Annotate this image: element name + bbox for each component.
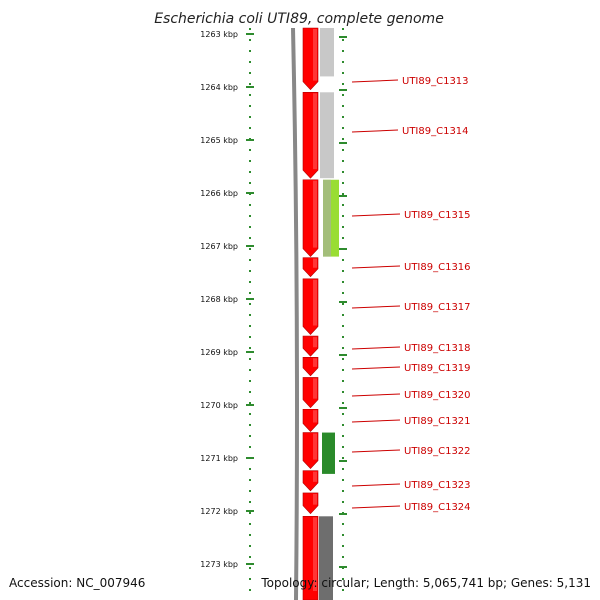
gene-label[interactable]: UTI89_C1322 <box>404 446 471 457</box>
gene-leader-line <box>351 393 401 397</box>
gene-leader-line <box>351 419 401 423</box>
gene-leader-line <box>351 213 401 217</box>
gene-leader-line <box>351 449 401 453</box>
gene-arrow-highlight <box>313 258 317 268</box>
gene-leader-line <box>351 505 401 509</box>
gene-arrow[interactable] <box>302 492 319 515</box>
gene-label[interactable]: UTI89_C1324 <box>404 502 471 513</box>
gene-leader-line <box>351 366 401 370</box>
feature-block-gray_light <box>320 28 334 77</box>
gene-label[interactable]: UTI89_C1319 <box>404 363 471 374</box>
gene-arrow-highlight <box>313 93 317 170</box>
gene-arrow-highlight <box>313 180 317 248</box>
gene-track <box>302 27 319 600</box>
axis-tick-label: 1267 kbp <box>200 242 238 251</box>
gene-label[interactable]: UTI89_C1317 <box>404 302 471 313</box>
gene-arrow[interactable] <box>302 335 319 357</box>
axis-tick-label: 1272 kbp <box>200 507 238 516</box>
gene-label[interactable]: UTI89_C1315 <box>404 210 471 221</box>
feature-block-green <box>322 432 335 474</box>
feature-block-gray_dark <box>319 516 333 600</box>
gene-arrow-highlight <box>313 279 317 326</box>
gene-arrow-highlight <box>313 517 317 591</box>
gene-arrow[interactable] <box>302 27 319 91</box>
accession-text: Accession: NC_007946 <box>9 576 145 590</box>
gene-arrow[interactable] <box>302 432 319 470</box>
gene-arrow-highlight <box>313 433 317 460</box>
gene-arrow-highlight <box>313 337 317 348</box>
gene-leader-line <box>351 79 399 83</box>
gene-arrow[interactable] <box>302 470 319 492</box>
gene-arrow[interactable] <box>302 257 319 278</box>
gene-arrow-highlight <box>313 378 317 399</box>
gene-leader-line <box>351 305 401 309</box>
topology-text: Topology: circular; Length: 5,065,741 bp… <box>260 576 591 590</box>
genome-backbone <box>291 27 299 600</box>
axis-tick-label: 1269 kbp <box>200 348 238 357</box>
gene-arrow[interactable] <box>302 278 319 335</box>
feature-block-gray_light <box>320 92 334 179</box>
gene-arrow[interactable] <box>302 179 319 258</box>
axis-tick-label: 1273 kbp <box>200 560 238 569</box>
gene-leader-line <box>351 346 401 350</box>
gene-arrow[interactable] <box>302 408 319 432</box>
gene-arrow[interactable] <box>302 357 319 377</box>
gene-label[interactable]: UTI89_C1313 <box>402 76 469 87</box>
gene-leader-line <box>351 483 401 487</box>
gene-leader-line <box>351 129 399 133</box>
feature-block-shade <box>323 179 331 257</box>
axis-tick-label: 1263 kbp <box>200 30 238 39</box>
axis-tick-label: 1270 kbp <box>200 401 238 410</box>
gene-arrow-highlight <box>313 471 317 482</box>
gene-arrow-highlight <box>313 410 317 423</box>
feature-track <box>319 28 339 600</box>
gene-arrow-highlight <box>313 493 317 505</box>
gene-arrow[interactable] <box>302 516 319 600</box>
gene-label[interactable]: UTI89_C1323 <box>404 480 471 491</box>
gene-arrow-highlight <box>313 29 317 81</box>
axis-tick-label: 1266 kbp <box>200 189 238 198</box>
axis-tick-label: 1268 kbp <box>200 295 238 304</box>
kbp-axis: 1263 kbp 1264 kbp 1265 kbp 1266 kbp 1267 kbp… <box>200 28 347 600</box>
gene-label[interactable]: UTI89_C1320 <box>404 390 471 401</box>
gene-labels: UTI89_C1313 UTI89_C1314 UTI89_C1315 UTI89_C… <box>351 76 471 513</box>
gene-label[interactable]: UTI89_C1321 <box>404 416 471 427</box>
gene-arrow[interactable] <box>302 377 319 409</box>
gene-arrow-highlight <box>313 358 317 367</box>
backbone-line <box>291 27 299 600</box>
axis-tick-label: 1265 kbp <box>200 136 238 145</box>
gene-label[interactable]: UTI89_C1318 <box>404 343 471 354</box>
gene-leader-line <box>351 265 401 269</box>
gene-arrow[interactable] <box>302 92 319 179</box>
gene-label[interactable]: UTI89_C1314 <box>402 126 469 137</box>
genome-title: Escherichia coli UTI89, complete genome <box>154 11 444 27</box>
gene-label[interactable]: UTI89_C1316 <box>404 262 471 273</box>
axis-tick-label: 1264 kbp <box>200 83 238 92</box>
axis-tick-label: 1271 kbp <box>200 454 238 463</box>
